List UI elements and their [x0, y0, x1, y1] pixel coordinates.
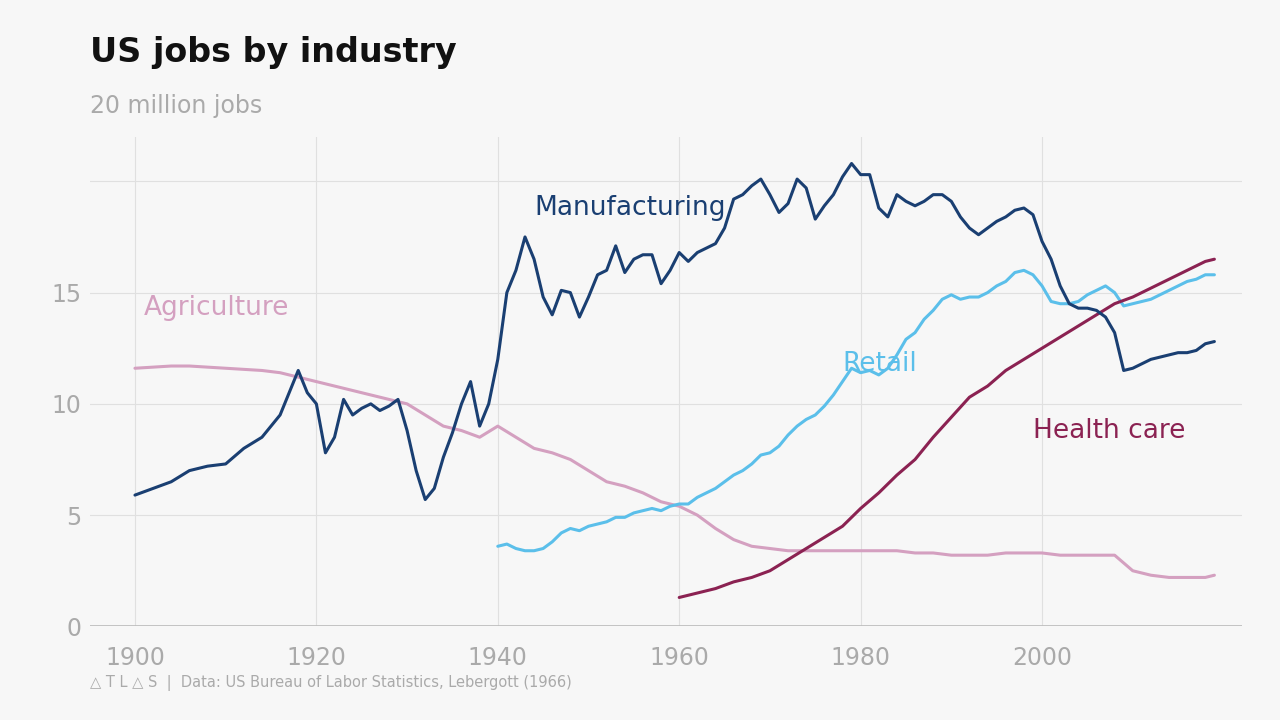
Text: Agriculture: Agriculture — [145, 295, 289, 321]
Text: Retail: Retail — [842, 351, 918, 377]
Text: Health care: Health care — [1033, 418, 1185, 444]
Text: △ T L △ S  |  Data: US Bureau of Labor Statistics, Lebergott (1966): △ T L △ S | Data: US Bureau of Labor Sta… — [90, 675, 571, 691]
Text: Manufacturing: Manufacturing — [534, 195, 726, 221]
Text: 20 million jobs: 20 million jobs — [90, 94, 262, 117]
Text: US jobs by industry: US jobs by industry — [90, 36, 456, 69]
